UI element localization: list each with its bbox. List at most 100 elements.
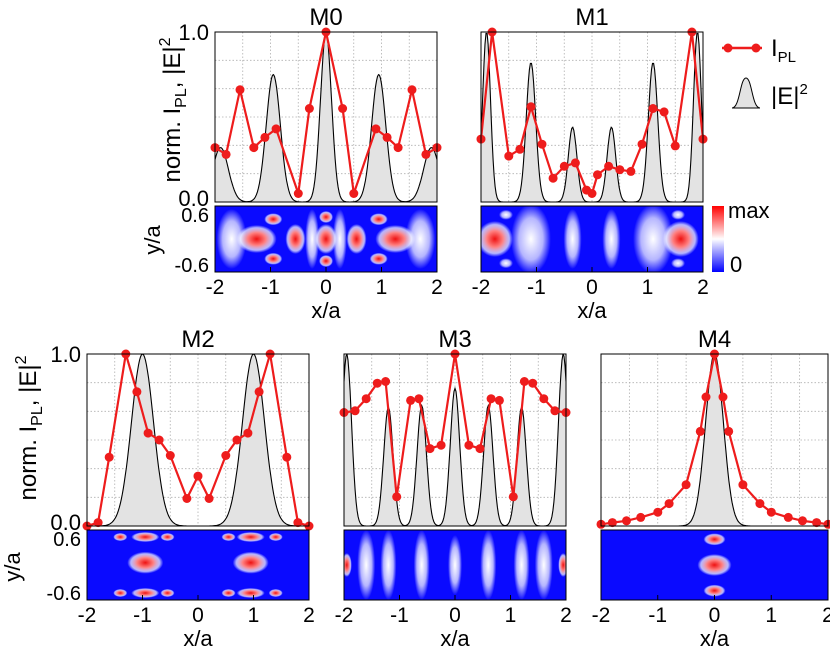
ipl-point <box>784 513 793 522</box>
x-tick-label: -2 <box>592 604 611 627</box>
map-node <box>564 209 582 269</box>
map-antinode <box>704 533 726 545</box>
map-antinode <box>222 533 236 541</box>
map-antinode <box>558 553 568 577</box>
ipl-point <box>571 158 580 167</box>
ipl-point <box>671 141 680 150</box>
map-y-tick-label: -0.6 <box>175 255 209 277</box>
map-antinode <box>131 588 159 598</box>
ipl-point <box>205 494 214 503</box>
ipl-point <box>155 436 164 445</box>
legend: IPL |E|2 <box>722 35 808 110</box>
ipl-point <box>798 516 807 525</box>
map-y-axis-label-bottom: y/a <box>0 552 25 582</box>
map-antinode <box>269 533 283 541</box>
x-tick-label: 0 <box>449 604 461 627</box>
x-tick-label: 1 <box>376 276 388 299</box>
x-axis-label: x/a <box>183 626 213 651</box>
x-tick-label: 2 <box>697 276 709 299</box>
colorbar: max 0 <box>712 198 770 277</box>
field-map-m0 <box>215 206 437 272</box>
map-node <box>511 204 551 274</box>
x-tick-label: 1 <box>505 604 517 627</box>
x-tick-label: -1 <box>390 604 409 627</box>
legend-ipl-marker-right <box>752 44 761 53</box>
ipl-point <box>539 394 548 403</box>
map-antinode <box>113 533 127 541</box>
map-node <box>499 210 513 220</box>
x-tick-label: 0 <box>709 604 721 627</box>
x-axis-label: x/a <box>577 298 607 323</box>
map-antinode <box>237 532 265 542</box>
x-axis-label: x/a <box>440 626 470 651</box>
map-antinode <box>663 221 699 257</box>
ipl-point <box>381 377 390 386</box>
map-antinode <box>698 554 732 576</box>
ipl-point <box>724 427 733 436</box>
map-antinode <box>370 253 388 265</box>
map-node <box>448 535 462 595</box>
map-antinode <box>370 213 388 225</box>
ipl-point <box>243 429 252 438</box>
ipl-point <box>696 427 705 436</box>
x-tick-label: 1 <box>642 276 654 299</box>
ipl-point <box>349 189 358 198</box>
ipl-point <box>260 133 269 142</box>
x-tick-label: -1 <box>648 604 667 627</box>
map-node <box>480 530 496 600</box>
ipl-point <box>560 162 569 171</box>
ipl-point <box>767 508 776 517</box>
map-antinode <box>160 589 174 597</box>
map-antinode <box>315 224 337 254</box>
ipl-point <box>649 104 658 113</box>
map-antinode <box>477 221 513 257</box>
map-antinode <box>113 589 127 597</box>
ipl-point <box>638 140 647 149</box>
panel-title: M2 <box>181 326 214 353</box>
ipl-point <box>504 152 513 161</box>
panel-title: M4 <box>698 326 731 353</box>
ipl-point <box>593 170 602 179</box>
map-node <box>671 210 685 220</box>
ipl-point <box>236 85 245 94</box>
panel-title: M3 <box>438 326 471 353</box>
ipl-point <box>622 516 631 525</box>
ipl-point <box>351 406 360 415</box>
x-axis-label: x/a <box>311 298 341 323</box>
ipl-point <box>194 472 203 481</box>
x-tick-label: 0 <box>586 276 598 299</box>
ipl-point <box>373 379 382 388</box>
map-antinode <box>319 255 333 267</box>
ipl-point <box>626 167 635 176</box>
ipl-point <box>755 499 764 508</box>
ipl-point <box>144 429 153 438</box>
x-tick-label: 2 <box>822 604 830 627</box>
y-tick-label: 1.0 <box>50 342 81 367</box>
legend-ipl-marker-left <box>724 44 733 53</box>
ipl-point <box>294 189 303 198</box>
ipl-point <box>515 145 524 154</box>
x-tick-label: -1 <box>261 276 280 299</box>
ipl-point <box>255 387 264 396</box>
grid <box>87 354 309 526</box>
panel-title: M1 <box>575 4 608 31</box>
ipl-point <box>476 444 485 453</box>
x-tick-label: 0 <box>320 276 332 299</box>
map-antinode <box>131 532 159 542</box>
ipl-point <box>426 444 435 453</box>
y-axis-label-top: norm. IPL, |E|2 <box>157 37 190 182</box>
ipl-point <box>495 396 504 405</box>
ipl-point <box>437 441 446 450</box>
y-tick-label: 1.0 <box>178 20 209 45</box>
ipl-point <box>221 451 230 460</box>
map-node <box>357 530 375 600</box>
map-node <box>671 258 685 268</box>
ipl-point <box>538 140 547 149</box>
field-intensity-area <box>215 32 437 202</box>
y-axis-label-bottom: norm. IPL, |E|2 <box>13 355 46 500</box>
